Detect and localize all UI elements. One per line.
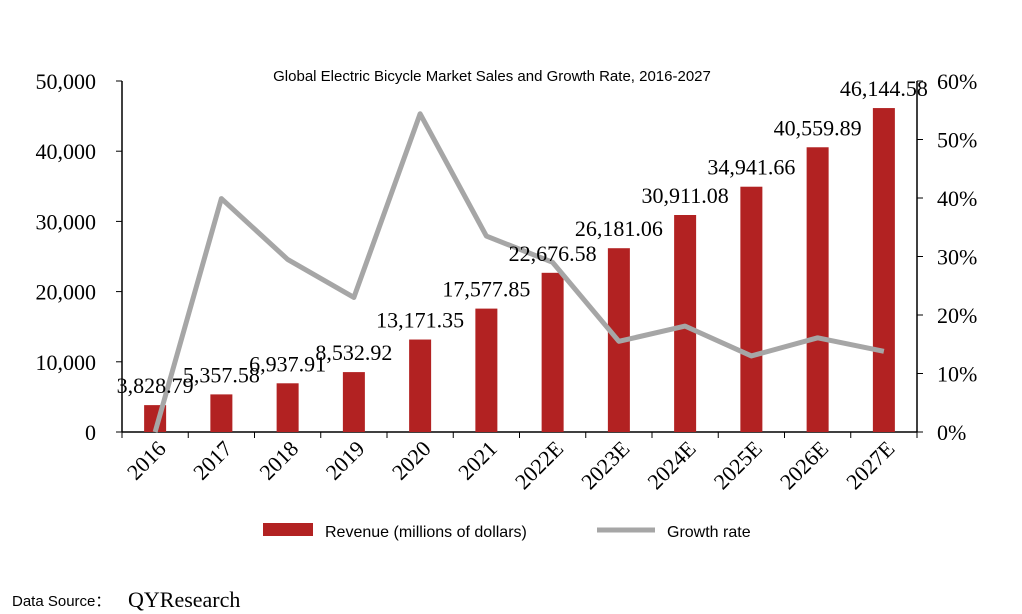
revenue-bar	[475, 308, 498, 432]
revenue-bar	[740, 186, 763, 432]
source-label: Data Source：	[12, 593, 110, 610]
right-tick-label: 60%	[937, 69, 977, 94]
legend: Revenue (millions of dollars) Growth rat…	[263, 523, 751, 541]
legend-growth-label: Growth rate	[667, 524, 751, 541]
left-tick-label: 20,000	[36, 280, 97, 305]
bar-value-label: 17,577.85	[442, 277, 530, 302]
legend-revenue-label: Revenue (millions of dollars)	[325, 524, 527, 541]
bar-value-label: 5,357.58	[183, 362, 260, 387]
x-tick-label: 2019	[321, 436, 370, 485]
bar-value-label: 30,911.08	[642, 183, 729, 208]
bar-value-label: 26,181.06	[575, 216, 663, 241]
bar-value-label: 46,144.58	[840, 76, 928, 101]
revenue-bar	[806, 147, 829, 432]
x-tick-label: 2027E	[841, 436, 899, 494]
right-tick-label: 50%	[937, 128, 977, 153]
source-name: QYResearch	[128, 587, 240, 612]
revenue-bar	[276, 383, 299, 432]
revenue-bar	[210, 394, 233, 432]
right-tick-label: 40%	[937, 186, 977, 211]
left-tick-label: 40,000	[36, 139, 97, 164]
x-tick-label: 2024E	[642, 436, 700, 494]
chart-title: Global Electric Bicycle Market Sales and…	[273, 68, 711, 85]
right-tick-label: 30%	[937, 245, 977, 270]
legend-revenue-swatch	[263, 523, 313, 536]
right-tick-label: 10%	[937, 362, 977, 387]
x-tick-label: 2017	[188, 436, 237, 485]
growth-rate-line	[152, 111, 885, 433]
bar-value-label: 13,171.35	[376, 308, 464, 333]
left-tick-label: 0	[85, 420, 96, 445]
revenue-bar	[872, 108, 895, 432]
left-tick-label: 30,000	[36, 209, 97, 234]
x-tick-label: 2025E	[709, 436, 767, 494]
right-tick-label: 0%	[937, 420, 966, 445]
bar-value-label: 6,937.91	[249, 351, 326, 376]
x-tick-label: 2022E	[510, 436, 568, 494]
x-tick-label: 2021	[453, 436, 502, 485]
bar-value-label: 40,559.89	[774, 115, 862, 140]
revenue-bar	[674, 215, 697, 432]
left-tick-label: 10,000	[36, 350, 97, 375]
bar-value-label: 34,941.66	[707, 155, 795, 180]
bar-value-label: 22,676.58	[509, 241, 597, 266]
bar-value-label: 3,828.79	[117, 373, 194, 398]
left-tick-label: 50,000	[36, 69, 97, 94]
revenue-bar	[541, 272, 564, 432]
x-tick-label: 2026E	[775, 436, 833, 494]
x-tick-label: 2020	[387, 436, 436, 485]
x-tick-label: 2023E	[576, 436, 634, 494]
revenue-bar	[409, 339, 432, 432]
x-tick-label: 2016	[122, 436, 171, 485]
x-tick-label: 2018	[254, 436, 303, 485]
right-tick-label: 20%	[937, 303, 977, 328]
revenue-bar	[342, 372, 365, 432]
bar-value-label: 8,532.92	[315, 340, 392, 365]
